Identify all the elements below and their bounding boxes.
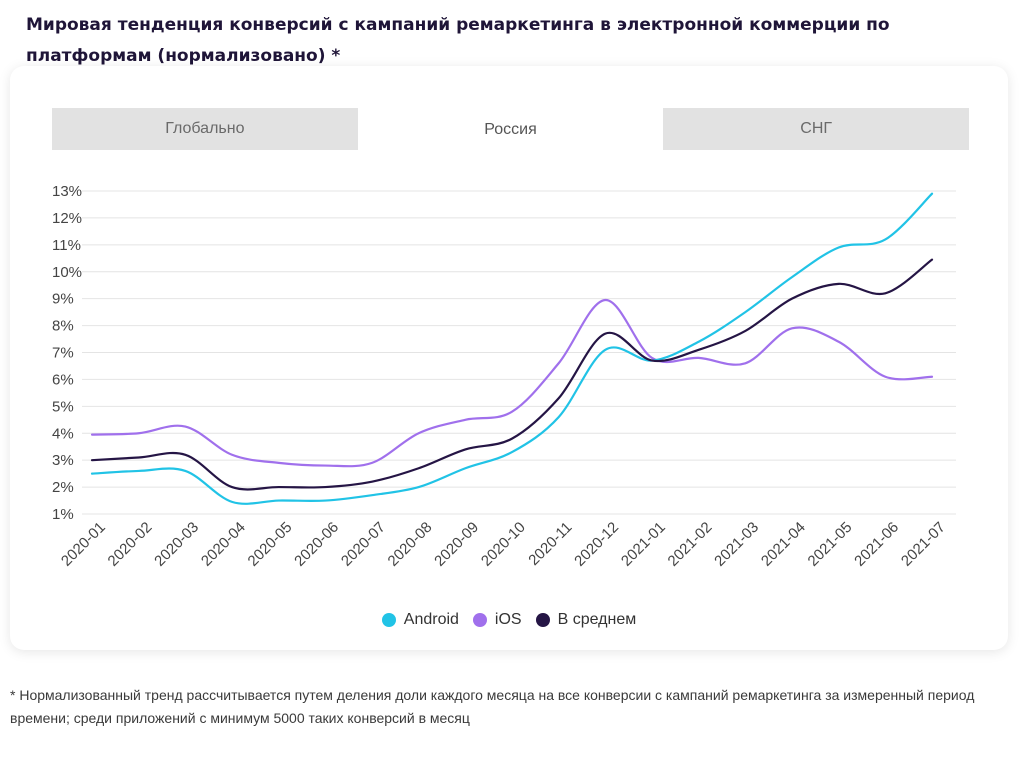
chart-card: Глобально Россия СНГ 1% 2% 3% 4% 5% 6% 7% 8% 9% 1… bbox=[10, 66, 1008, 650]
x-tick-label: 2020-03 bbox=[151, 519, 202, 570]
x-tick-label: 2021-04 bbox=[758, 519, 809, 570]
y-tick-label: 3% bbox=[52, 452, 74, 469]
legend-label: iOS bbox=[494, 611, 522, 628]
series-line-average bbox=[90, 258, 934, 491]
x-tick-label: 2021-02 bbox=[665, 519, 716, 570]
x-tick-label: 2020-04 bbox=[198, 519, 249, 570]
x-tick-label: 2020-10 bbox=[478, 519, 529, 570]
legend-label: В среднем bbox=[557, 611, 637, 628]
tab-russia[interactable]: Россия bbox=[357, 108, 664, 152]
y-tick-label: 13% bbox=[52, 183, 82, 200]
x-tick-label: 2020-02 bbox=[105, 519, 156, 570]
chart-legend: Android iOS В среднем bbox=[10, 611, 1008, 629]
legend-dot bbox=[381, 613, 396, 627]
x-tick-label: 2021-01 bbox=[618, 519, 669, 570]
tab-cis[interactable]: СНГ bbox=[800, 120, 833, 137]
legend-dot bbox=[535, 613, 550, 627]
x-tick-label: 2021-03 bbox=[711, 519, 762, 570]
x-tick-label: 2021-05 bbox=[805, 519, 856, 570]
y-tick-label: 12% bbox=[52, 210, 82, 227]
y-tick-label: 10% bbox=[52, 264, 82, 281]
series-line-android bbox=[90, 192, 934, 505]
y-tick-label: 5% bbox=[52, 398, 74, 415]
series-line-ios bbox=[90, 298, 934, 468]
x-tick-label: 2020-06 bbox=[291, 519, 342, 570]
legend-item[interactable]: iOS bbox=[472, 611, 522, 629]
x-tick-label: 2021-06 bbox=[851, 519, 902, 570]
x-tick-label: 2020-07 bbox=[338, 519, 389, 570]
x-tick-label: 2020-09 bbox=[431, 519, 482, 570]
tab-global[interactable]: Глобально bbox=[165, 120, 245, 137]
x-tick-label: 2020-11 bbox=[525, 519, 575, 569]
y-tick-label: 8% bbox=[52, 318, 74, 335]
line-chart: 1%2%3%4%5%6%7%8%9%10%11%12%13%2020-01202… bbox=[52, 183, 956, 570]
legend-item[interactable]: В среднем bbox=[535, 611, 637, 629]
x-tick-label: 2020-12 bbox=[571, 519, 622, 570]
legend-item[interactable]: Android bbox=[381, 611, 459, 629]
y-tick-label: 1% bbox=[52, 506, 74, 523]
y-tick-label: 11% bbox=[52, 237, 81, 254]
x-tick-label: 2021-07 bbox=[898, 519, 949, 570]
y-tick-label: 7% bbox=[52, 345, 74, 362]
y-tick-label: 9% bbox=[52, 291, 74, 308]
x-tick-label: 2020-01 bbox=[58, 519, 109, 570]
page-title: Мировая тенденция конверсий с кампаний р… bbox=[26, 15, 890, 66]
y-tick-label: 2% bbox=[52, 479, 74, 496]
y-tick-label: 6% bbox=[52, 371, 74, 388]
region-tabs: Глобально Россия СНГ bbox=[52, 108, 969, 152]
legend-dot bbox=[472, 613, 487, 627]
x-tick-label: 2020-08 bbox=[385, 519, 436, 570]
footnote: * Нормализованный тренд рассчитывается п… bbox=[10, 687, 975, 726]
y-tick-label: 4% bbox=[52, 425, 74, 442]
legend-label: Android bbox=[403, 611, 459, 628]
x-tick-label: 2020-05 bbox=[245, 519, 296, 570]
